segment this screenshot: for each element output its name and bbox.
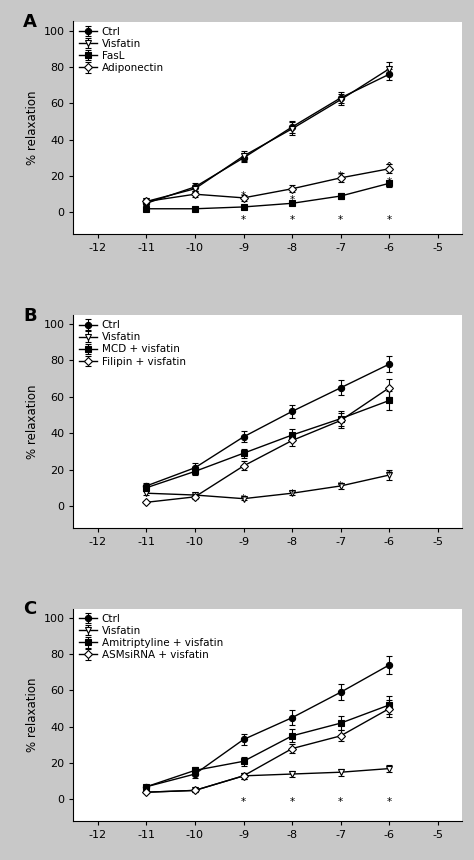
Text: *: * — [290, 215, 295, 225]
Text: ^: ^ — [385, 163, 393, 172]
Text: *: * — [290, 796, 295, 807]
Text: *: * — [241, 796, 246, 807]
Text: *: * — [241, 215, 246, 225]
Text: *: * — [338, 482, 343, 491]
Text: *: * — [290, 195, 295, 206]
Y-axis label: % relaxation: % relaxation — [26, 678, 39, 752]
Text: *: * — [387, 470, 392, 481]
Text: *: * — [241, 192, 246, 201]
Legend: Ctrl, Visfatin, FasL, Adiponectin: Ctrl, Visfatin, FasL, Adiponectin — [77, 25, 166, 75]
Y-axis label: % relaxation: % relaxation — [26, 384, 39, 458]
Text: C: C — [23, 600, 36, 618]
Text: *: * — [241, 494, 246, 504]
Text: A: A — [23, 13, 37, 31]
Legend: Ctrl, Visfatin, Amitriptyline + visfatin, ASMsiRNA + visfatin: Ctrl, Visfatin, Amitriptyline + visfatin… — [77, 611, 225, 662]
Text: *: * — [290, 488, 295, 499]
Text: *: * — [387, 177, 392, 187]
Text: *: * — [387, 796, 392, 807]
Text: *: * — [387, 215, 392, 225]
Y-axis label: % relaxation: % relaxation — [26, 90, 39, 165]
Text: *: * — [338, 215, 343, 225]
Legend: Ctrl, Visfatin, MCD + visfatin, Filipin + visfatin: Ctrl, Visfatin, MCD + visfatin, Filipin … — [77, 318, 188, 369]
Text: *: * — [338, 796, 343, 807]
Text: *: * — [338, 171, 343, 181]
Text: B: B — [23, 306, 36, 324]
